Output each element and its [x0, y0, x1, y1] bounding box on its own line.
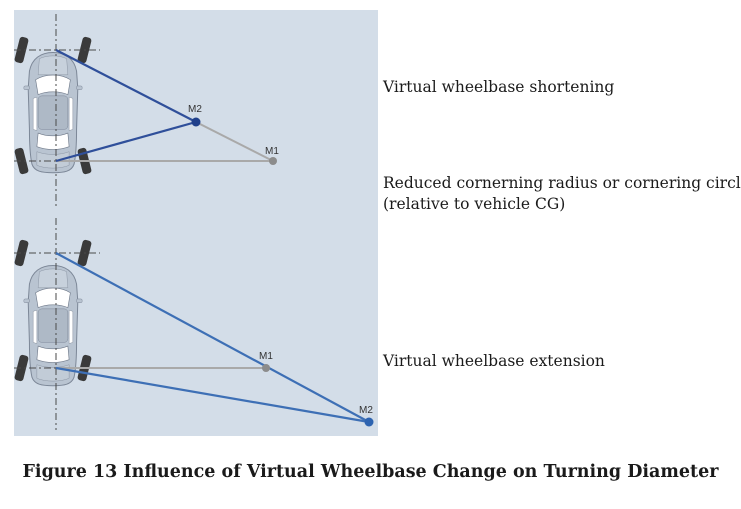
rear-left-tire: [14, 147, 29, 175]
front-to-m2-line: [55, 252, 370, 423]
label-reduced-radius-line1: Reduced cornerning radius or cornering c…: [383, 174, 741, 192]
bottom-car: [14, 218, 100, 430]
label-wheelbase-extension: Virtual wheelbase extension: [383, 352, 605, 370]
m2-label: M2: [359, 405, 373, 416]
front-left-tire: [14, 239, 29, 267]
figure-caption: Figure 13 Influence of Virtual Wheelbase…: [22, 462, 719, 482]
label-reduced-radius-line2: (relative to vehicle CG): [383, 195, 566, 213]
label-wheelbase-shortening: Virtual wheelbase shortening: [383, 78, 615, 96]
m1-point: [269, 157, 277, 165]
m2-point: [364, 417, 374, 427]
m1-label: M1: [265, 146, 279, 157]
rear-left-tire: [14, 354, 29, 382]
rear-to-m2-line: [55, 120, 197, 163]
bottom-geometry: M1 M2: [55, 252, 374, 427]
front-to-m2-line: [55, 49, 197, 123]
front-left-tire: [14, 36, 29, 64]
m1-label: M1: [259, 351, 273, 362]
top-geometry: M1 M2: [55, 49, 279, 165]
m2-label: M2: [188, 104, 202, 115]
rear-to-m2-line: [55, 366, 370, 424]
m1-point: [262, 364, 270, 372]
m2-to-m1-line: [195, 121, 274, 162]
m2-point: [191, 117, 201, 127]
